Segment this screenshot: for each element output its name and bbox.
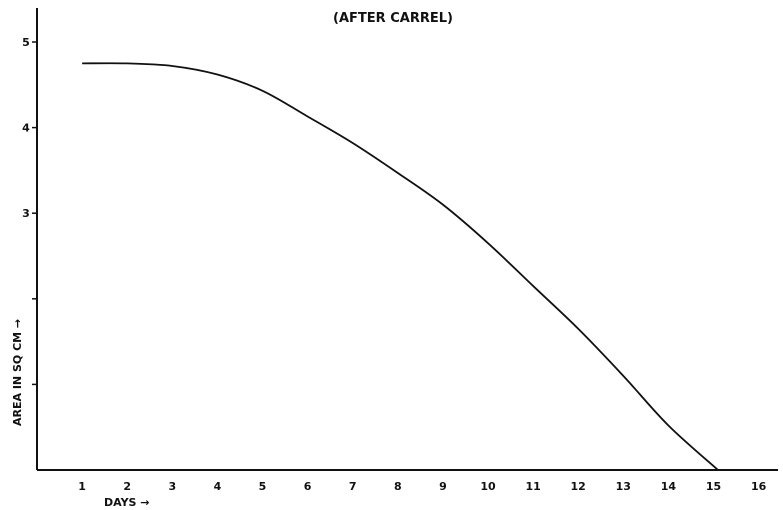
- y-tick-label: 3: [22, 207, 30, 220]
- x-tick-label: 16: [751, 480, 767, 493]
- y-tick-label: 5: [22, 36, 30, 49]
- x-axis-label: DAYS →: [104, 496, 150, 509]
- x-tick-label: 11: [525, 480, 540, 493]
- x-tick-label: 3: [168, 480, 176, 493]
- x-tick-label: 8: [394, 480, 402, 493]
- x-tick-label: 9: [439, 480, 447, 493]
- x-tick-label: 13: [616, 480, 631, 493]
- x-tick-label: 10: [480, 480, 496, 493]
- x-tick-label: 6: [304, 480, 312, 493]
- x-tick-label: 7: [349, 480, 357, 493]
- series-line: [82, 62, 719, 471]
- x-tick-label: 2: [123, 480, 131, 493]
- x-tick-label: 15: [706, 480, 721, 493]
- x-tick-label: 14: [661, 480, 677, 493]
- y-axis-ticks: 3 4 5: [22, 36, 37, 386]
- x-tick-label: 5: [259, 480, 267, 493]
- y-axis-label: AREA IN SQ CM →: [11, 319, 24, 426]
- y-tick-label: 4: [22, 122, 30, 135]
- x-tick-label: 1: [78, 480, 86, 493]
- chart-title: (AFTER CARREL): [333, 11, 453, 26]
- x-tick-label: 12: [571, 480, 586, 493]
- x-tick-label: 4: [214, 480, 222, 493]
- x-axis-ticks: 1 2 3 4 5 6 7 8 9 10 11 12 13 14 15 16: [78, 480, 766, 493]
